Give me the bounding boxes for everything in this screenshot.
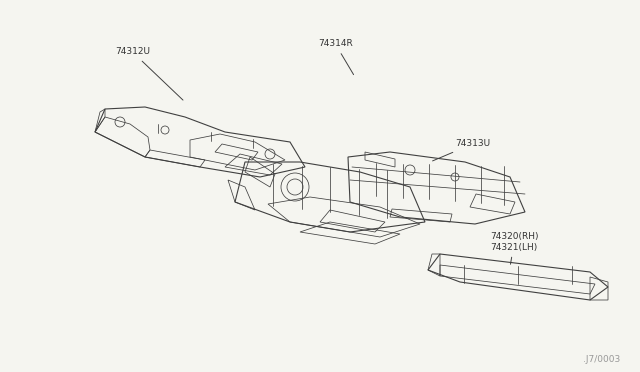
Text: 74312U: 74312U — [115, 48, 183, 100]
Text: 74320(RH)
74321(LH): 74320(RH) 74321(LH) — [490, 232, 538, 264]
Text: 74314R: 74314R — [318, 39, 353, 75]
Text: 74313U: 74313U — [433, 140, 490, 161]
Text: .J7/0003: .J7/0003 — [583, 355, 620, 364]
